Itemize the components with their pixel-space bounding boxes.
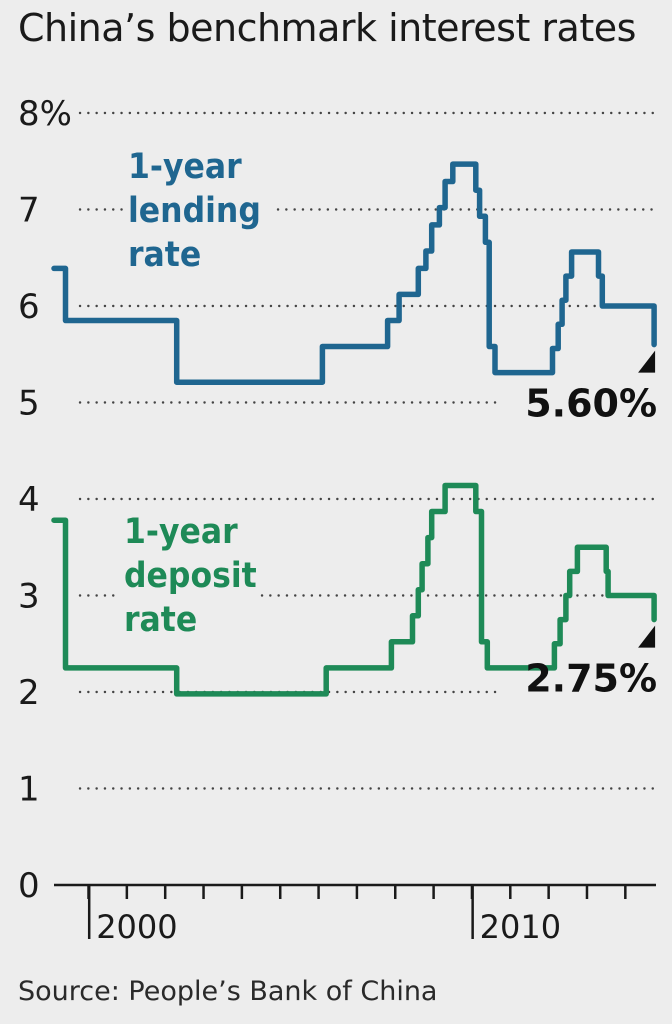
deposit-rate-line [51, 482, 657, 697]
deposit-series-label: 1-year [124, 512, 238, 552]
y-tick-label: 8% [18, 94, 72, 134]
y-tick-label: 0 [18, 866, 40, 906]
gridlines [78, 111, 658, 790]
lending-rate-line [51, 161, 657, 385]
source-note: Source: People’s Bank of China [18, 976, 438, 1007]
series-labels: 5.60%2.75%1-yearlendingrate1-yeardeposit… [124, 147, 657, 701]
y-tick-label: 5 [18, 384, 40, 424]
deposit-series-label: rate [124, 600, 197, 640]
y-tick-labels: 0 1 2 3 4 5 6 7 8% [18, 94, 72, 906]
lending-series-label: 1-year [128, 147, 242, 187]
chart-title: China’s benchmark interest rates [18, 6, 636, 50]
lending-series-label: rate [128, 235, 201, 275]
x-tick-label: 2000 [96, 908, 177, 946]
y-tick-label: 6 [18, 287, 40, 327]
y-tick-label: 1 [18, 770, 40, 810]
y-tick-label: 7 [18, 191, 40, 231]
lending-end-label: 5.60% [525, 382, 657, 426]
lending-end-marker [638, 350, 656, 373]
deposit-series-label: deposit [124, 556, 257, 596]
lending-series-label: lending [128, 191, 261, 231]
y-tick-label: 2 [18, 673, 40, 713]
y-tick-label: 3 [18, 577, 40, 617]
x-axis: 2000 2010 [54, 883, 656, 946]
deposit-end-marker [638, 625, 656, 648]
y-tick-label: 4 [18, 480, 40, 520]
series-lines [51, 161, 657, 697]
x-tick-label: 2010 [480, 908, 561, 946]
deposit-end-label: 2.75% [525, 657, 657, 701]
